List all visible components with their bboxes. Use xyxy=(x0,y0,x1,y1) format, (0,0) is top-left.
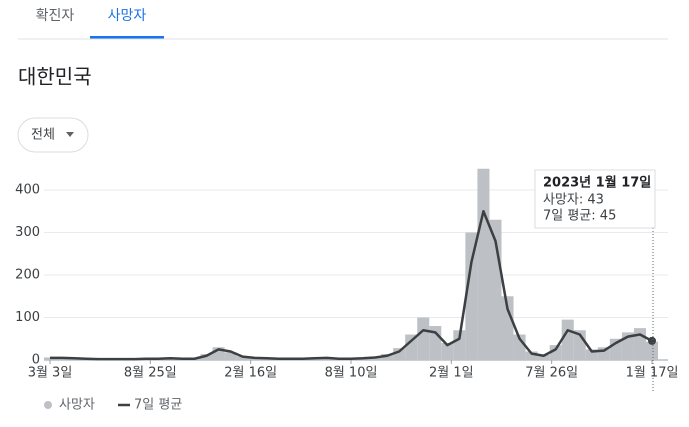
y-tick-label: 200 xyxy=(15,268,40,283)
region-title: 대한민국 xyxy=(18,65,92,89)
legend-label: 7일 평균 xyxy=(134,398,182,413)
y-tick-label: 300 xyxy=(15,225,40,240)
tab-active[interactable]: 사망자 xyxy=(108,8,147,24)
tooltip-line: 7일 평균: 45 xyxy=(543,209,616,224)
filter-label: 전체 xyxy=(31,128,55,143)
x-tick-label: 1월 17일 xyxy=(626,366,679,381)
legend-label: 사망자 xyxy=(59,398,95,413)
x-tick-label: 2월 1일 xyxy=(429,366,474,381)
x-tick-label: 2월 16일 xyxy=(224,366,277,381)
tooltip-line: 사망자: 43 xyxy=(543,193,604,208)
bar xyxy=(562,320,574,360)
bar xyxy=(417,318,429,361)
x-tick-label: 8월 25일 xyxy=(124,366,177,381)
legend-swatch xyxy=(44,401,52,409)
y-tick-label: 100 xyxy=(15,310,40,325)
legend: 사망자 7일 평균 xyxy=(44,398,182,413)
bar xyxy=(477,169,489,360)
x-tick-label: 8월 10일 xyxy=(325,366,378,381)
x-tick-label: 7월 26일 xyxy=(525,366,578,381)
hover-point xyxy=(648,337,656,345)
x-tick-label: 3월 3일 xyxy=(28,366,73,381)
tab[interactable]: 확진자 xyxy=(36,8,75,24)
bar xyxy=(634,328,646,360)
y-tick-label: 400 xyxy=(15,183,40,198)
tooltip-date: 2023년 1월 17일 xyxy=(543,175,651,191)
